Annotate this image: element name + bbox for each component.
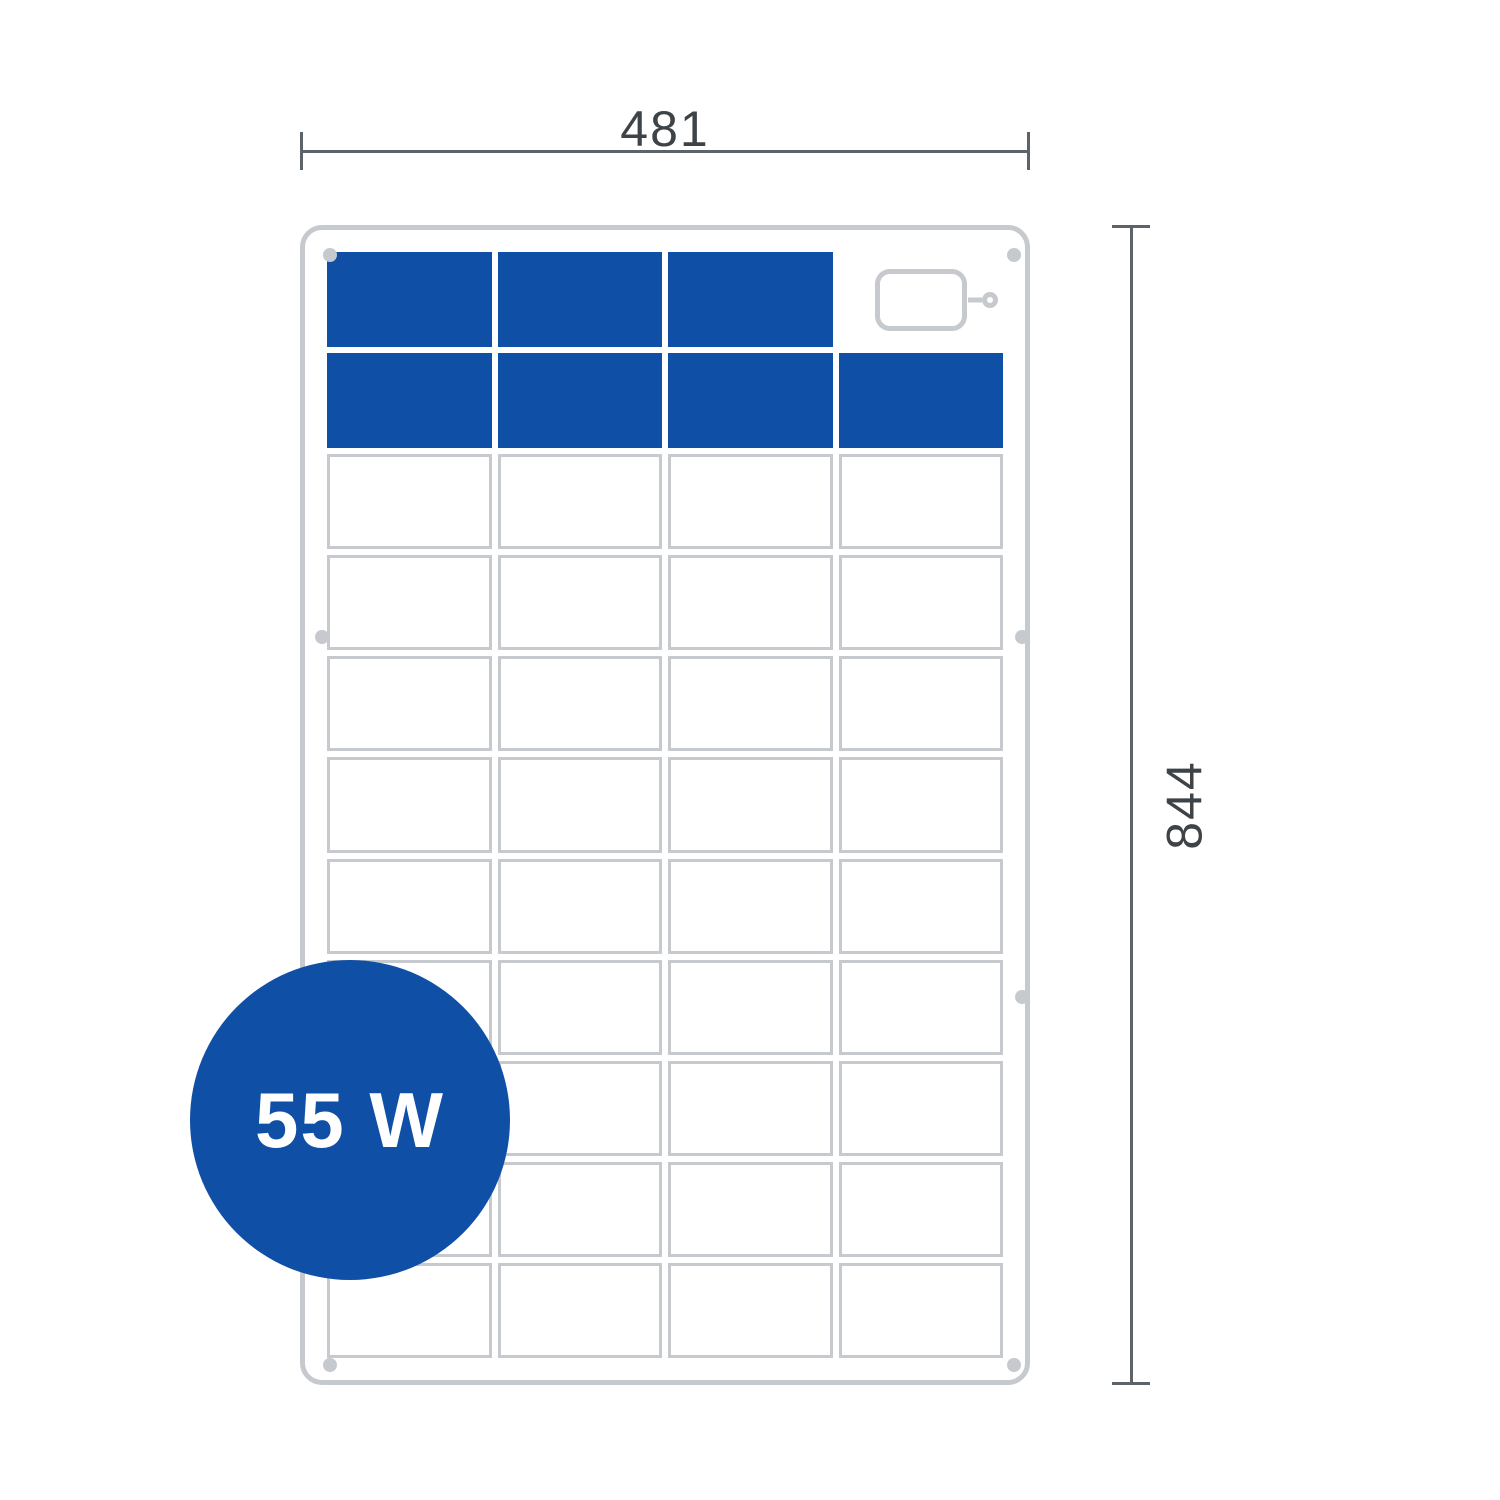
solar-cell-empty bbox=[498, 555, 663, 650]
solar-cell-filled bbox=[498, 252, 663, 347]
dimension-height-tick-bottom bbox=[1112, 1382, 1150, 1385]
solar-cell-empty bbox=[668, 454, 833, 549]
solar-cell-filled bbox=[327, 353, 492, 448]
solar-cell-empty bbox=[668, 757, 833, 852]
dimension-width-tick-left bbox=[300, 132, 303, 170]
junction-box-icon bbox=[875, 269, 967, 331]
solar-cell-empty bbox=[327, 454, 492, 549]
solar-cell-empty bbox=[839, 656, 1004, 751]
mounting-hole-icon bbox=[1015, 630, 1029, 644]
mounting-hole-icon bbox=[323, 248, 337, 262]
solar-cell-empty bbox=[839, 1061, 1004, 1156]
dimension-height-tick-top bbox=[1112, 225, 1150, 228]
dimension-width: 481 bbox=[300, 110, 1030, 190]
solar-cell-empty bbox=[668, 859, 833, 954]
solar-cell-empty bbox=[839, 555, 1004, 650]
solar-cell-empty bbox=[498, 454, 663, 549]
dimension-width-line bbox=[300, 150, 1030, 153]
solar-cell-empty bbox=[668, 555, 833, 650]
solar-cell-empty bbox=[668, 656, 833, 751]
dimension-height: 844 bbox=[1090, 225, 1180, 1385]
solar-cell-empty bbox=[498, 757, 663, 852]
mounting-hole-icon bbox=[1007, 1358, 1021, 1372]
solar-cell-empty bbox=[668, 1061, 833, 1156]
solar-cell-empty bbox=[327, 757, 492, 852]
solar-cell-empty bbox=[498, 1263, 663, 1358]
dimension-width-tick-right bbox=[1027, 132, 1030, 170]
solar-cell-empty bbox=[327, 656, 492, 751]
dimension-height-label: 844 bbox=[1156, 760, 1214, 849]
solar-cell-empty bbox=[839, 757, 1004, 852]
mounting-hole-icon bbox=[1015, 990, 1029, 1004]
power-badge-label: 55 W bbox=[255, 1075, 445, 1166]
solar-cell-empty bbox=[327, 859, 492, 954]
solar-cell-filled bbox=[327, 252, 492, 347]
solar-cell-empty bbox=[839, 859, 1004, 954]
junction-box-connector-icon bbox=[982, 292, 998, 308]
solar-cell-empty bbox=[498, 960, 663, 1055]
solar-cell-filled bbox=[668, 252, 833, 347]
junction-box-cell bbox=[839, 252, 1004, 347]
solar-cell-empty bbox=[839, 1263, 1004, 1358]
mounting-hole-icon bbox=[1007, 248, 1021, 262]
solar-cell-empty bbox=[327, 555, 492, 650]
mounting-hole-icon bbox=[323, 1358, 337, 1372]
solar-cell-empty bbox=[839, 1162, 1004, 1257]
diagram-container: 481 844 55 W bbox=[190, 110, 1310, 1390]
solar-cell-empty bbox=[668, 1162, 833, 1257]
solar-cell-empty bbox=[668, 1263, 833, 1358]
solar-cell-empty bbox=[839, 454, 1004, 549]
solar-cell-filled bbox=[498, 353, 663, 448]
solar-cell-empty bbox=[498, 1061, 663, 1156]
dimension-height-line bbox=[1130, 225, 1133, 1385]
solar-cell-empty bbox=[498, 1162, 663, 1257]
solar-cell-filled bbox=[839, 353, 1004, 448]
solar-cell-empty bbox=[668, 960, 833, 1055]
power-badge: 55 W bbox=[190, 960, 510, 1280]
solar-cell-empty bbox=[498, 859, 663, 954]
solar-cell-empty bbox=[839, 960, 1004, 1055]
mounting-hole-icon bbox=[315, 630, 329, 644]
solar-cell-filled bbox=[668, 353, 833, 448]
solar-cell-empty bbox=[498, 656, 663, 751]
